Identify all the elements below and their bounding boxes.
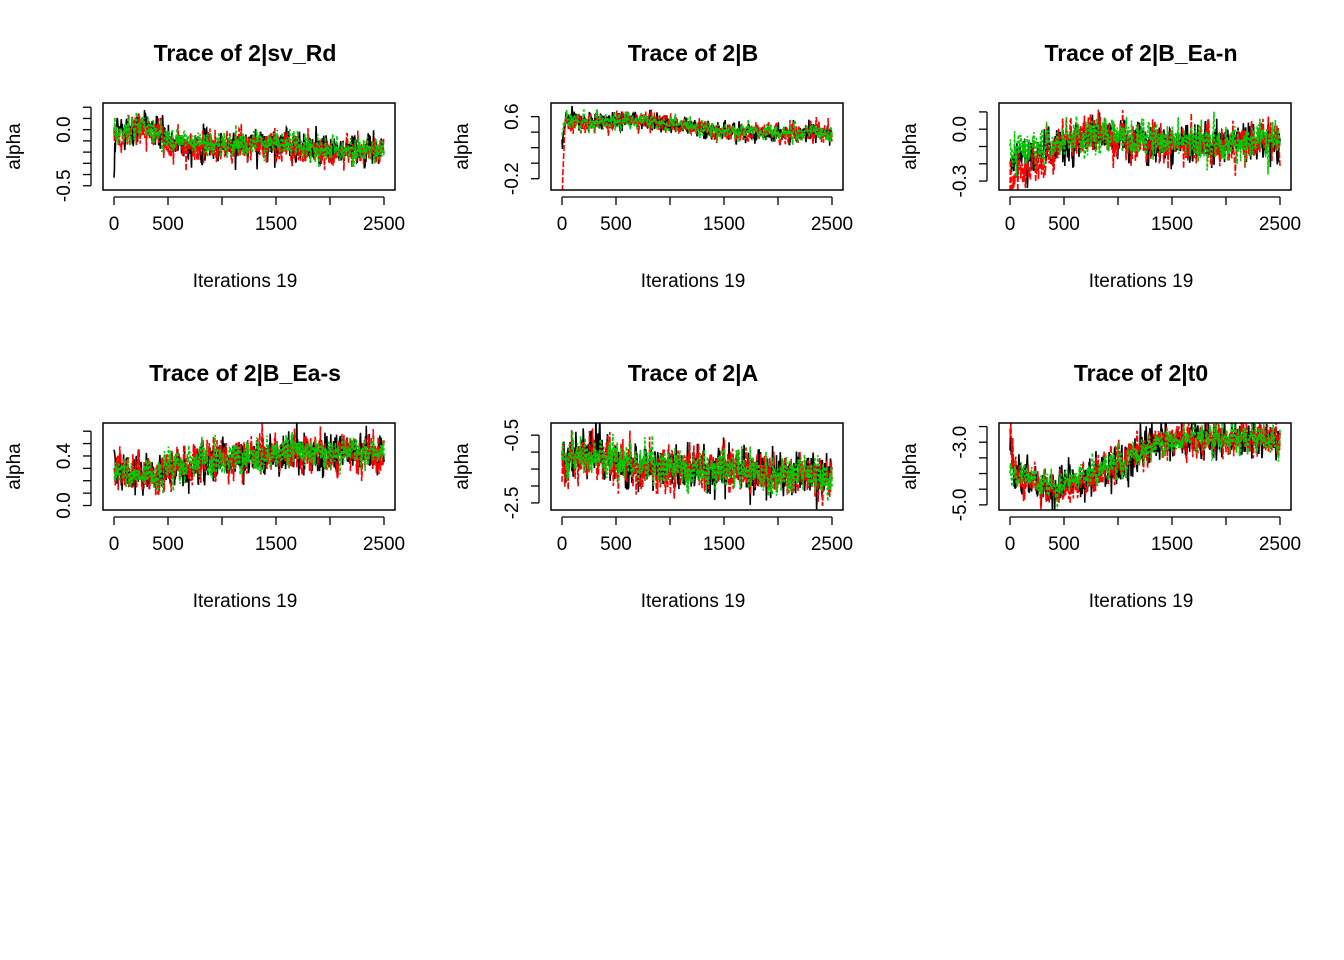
x-axis-label: Iterations 19 (1089, 591, 1194, 612)
x-tick-label: 0 (557, 534, 568, 555)
x-tick-label: 1500 (1151, 214, 1193, 235)
trace-panel-4: Trace of 2|B_Ea-s 0 500 1500 2500 Iterations … (4, 360, 405, 612)
x-tick-label: 500 (600, 534, 632, 555)
y-tick-label: -3.0 (950, 426, 971, 459)
x-tick-label: 1500 (703, 534, 745, 555)
panel-title: Trace of 2|B_Ea-s (149, 360, 341, 386)
trace-panel-5: Trace of 2|A 0 500 1500 2500 Iterations 19 -2.… (452, 360, 853, 612)
plot-frame (102, 422, 396, 511)
x-tick-label: 1500 (1151, 534, 1193, 555)
x-tick-label: 2500 (1259, 534, 1301, 555)
x-axis-label: Iterations 19 (1089, 271, 1194, 292)
y-axis-label: alpha (4, 443, 25, 490)
x-tick-label: 1500 (703, 214, 745, 235)
x-tick-label: 1500 (255, 534, 297, 555)
panel-title: Trace of 2|sv_Rd (154, 40, 337, 66)
trace-panel-2: Trace of 2|B 0 500 1500 2500 Iterations 19 -0.… (452, 40, 853, 292)
plot-frame (998, 422, 1292, 511)
trace-panel-6: Trace of 2|t0 0 500 1500 2500 Iterations 19 -5… (900, 360, 1301, 612)
plot-frame (550, 422, 844, 511)
series-line-chain-2 (561, 428, 833, 506)
y-tick-label: -0.3 (950, 165, 971, 198)
x-tick-label: 500 (152, 534, 184, 555)
trace-panel-3: Trace of 2|B_Ea-n 0 500 1500 2500 Iterations … (900, 40, 1301, 292)
x-tick-label: 0 (1005, 214, 1016, 235)
x-tick-label: 500 (1048, 214, 1080, 235)
panel-title: Trace of 2|B (628, 40, 758, 66)
y-tick-label: -0.5 (54, 169, 75, 202)
plot-frame (550, 102, 844, 191)
y-axis-label: alpha (900, 123, 921, 170)
x-axis-label: Iterations 19 (193, 271, 298, 292)
series-line-chain-3 (561, 430, 833, 502)
x-axis-label: Iterations 19 (641, 591, 746, 612)
x-tick-label: 2500 (363, 214, 405, 235)
series-line-chain-3 (1009, 111, 1281, 177)
x-tick-label: 2500 (1259, 214, 1301, 235)
series-line-chain-3 (113, 432, 385, 495)
x-axis-label: Iterations 19 (641, 271, 746, 292)
series-line-chain-2 (113, 423, 385, 496)
plot-frame (102, 102, 396, 191)
panel-title: Trace of 2|B_Ea-n (1044, 40, 1237, 66)
y-tick-label: 0.6 (502, 103, 523, 129)
x-tick-label: 500 (1048, 534, 1080, 555)
series-line-chain-3 (113, 112, 385, 168)
panel-title: Trace of 2|t0 (1074, 360, 1208, 386)
trace-panel-1: Trace of 2|sv_Rd 0 500 1500 2500 Iterations 1… (4, 40, 405, 292)
x-tick-label: 0 (557, 214, 568, 235)
y-axis-label: alpha (452, 123, 473, 170)
x-tick-label: 0 (109, 534, 120, 555)
y-tick-label: 0.4 (54, 442, 75, 469)
x-tick-label: 0 (109, 214, 120, 235)
y-tick-label: 0.0 (950, 116, 971, 142)
y-tick-label: -0.2 (502, 162, 523, 195)
panel-title: Trace of 2|A (628, 360, 758, 386)
y-tick-label: 0.0 (54, 116, 75, 142)
y-tick-label: -2.5 (502, 487, 523, 520)
series-line-chain-3 (1009, 423, 1281, 510)
y-tick-label: -5.0 (950, 488, 971, 521)
y-tick-label: 0.0 (54, 492, 75, 518)
x-tick-label: 500 (152, 214, 184, 235)
x-tick-label: 2500 (363, 534, 405, 555)
x-tick-label: 500 (600, 214, 632, 235)
x-tick-label: 2500 (811, 534, 853, 555)
x-tick-label: 2500 (811, 214, 853, 235)
y-axis-label: alpha (900, 443, 921, 490)
x-axis-label: Iterations 19 (193, 591, 298, 612)
x-tick-label: 0 (1005, 534, 1016, 555)
series-line-chain-3 (561, 109, 833, 145)
x-tick-label: 1500 (255, 214, 297, 235)
y-tick-label: -0.5 (502, 419, 523, 452)
series-line-chain-2 (561, 109, 833, 190)
y-axis-label: alpha (452, 443, 473, 490)
y-axis-label: alpha (4, 123, 25, 170)
plot-frame (998, 102, 1292, 191)
